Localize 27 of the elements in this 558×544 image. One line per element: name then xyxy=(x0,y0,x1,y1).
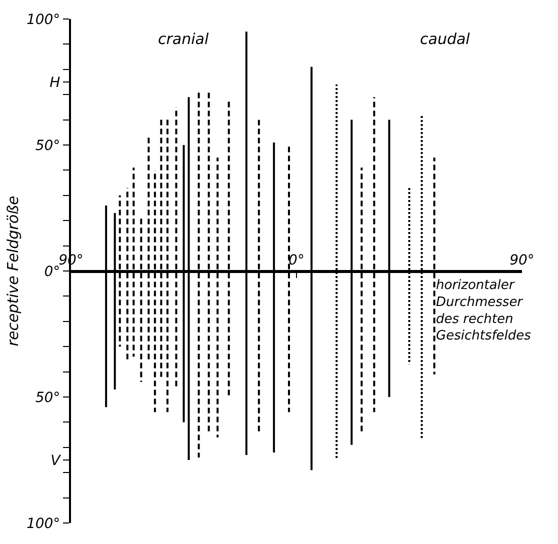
bar xyxy=(154,170,156,412)
bar xyxy=(216,158,219,438)
bar xyxy=(132,168,135,357)
bar xyxy=(433,158,436,374)
y-tick-label: V xyxy=(50,452,62,469)
y-tick-label: 100° xyxy=(26,12,60,28)
bar xyxy=(420,114,423,440)
bar xyxy=(228,100,230,397)
bar xyxy=(360,168,363,432)
y-tick-label: 50° xyxy=(35,390,60,406)
bar xyxy=(118,195,121,347)
x-tick-label: 90° xyxy=(510,252,534,269)
annotation: cranial xyxy=(158,30,210,48)
annotation: caudal xyxy=(420,30,471,48)
bar xyxy=(336,84,338,460)
annotation: horizontaler Durchmesser des rechten Gesichtsfeldes xyxy=(436,278,532,344)
y-tick-label: 100° xyxy=(26,516,60,532)
bar xyxy=(288,145,290,412)
y-tick-label: H xyxy=(50,74,61,91)
bar xyxy=(208,92,210,432)
y-tick-label: 50° xyxy=(35,138,60,154)
y-axis-title: receptive Feldgröße xyxy=(4,196,22,346)
y-tick-label: 0° xyxy=(44,264,60,280)
bar xyxy=(373,97,376,412)
bar xyxy=(258,120,260,432)
x-tick-label: 0° xyxy=(288,252,304,269)
bar xyxy=(408,188,410,364)
